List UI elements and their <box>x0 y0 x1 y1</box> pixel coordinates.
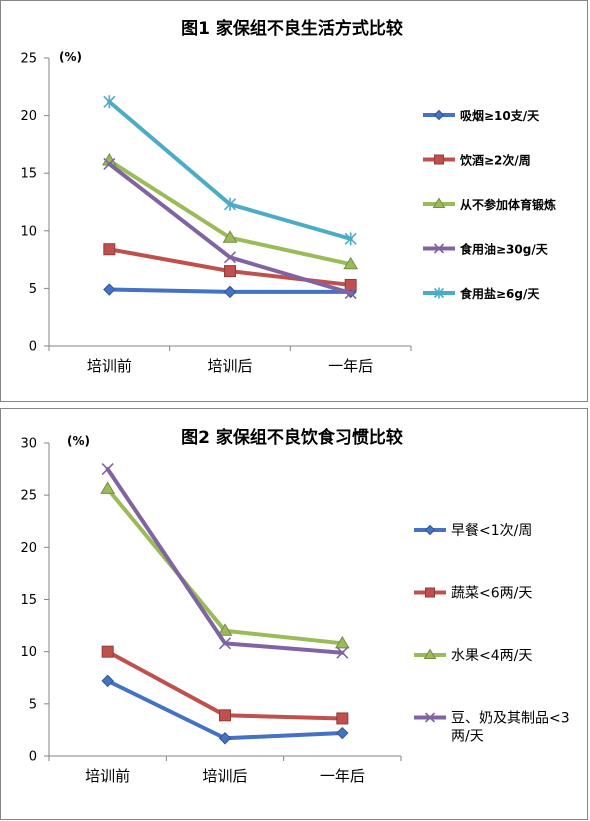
x-tick-label: 一年后 <box>328 357 373 375</box>
data-point <box>344 286 357 300</box>
x-tick-label: 培训后 <box>207 357 252 375</box>
data-point <box>103 243 116 256</box>
y-tick-label: 15 <box>20 593 37 608</box>
data-point <box>336 726 349 740</box>
y-tick-label: 10 <box>20 645 37 660</box>
y-axis-unit: (%) <box>67 434 90 448</box>
y-tick-label: 30 <box>20 437 37 452</box>
legend-label: 吸烟≥10支/天 <box>460 108 540 123</box>
data-point <box>223 285 237 299</box>
x-tick-label: 一年后 <box>320 767 365 785</box>
data-point <box>223 197 237 211</box>
y-axis-unit: (%) <box>59 50 82 64</box>
legend-marker <box>434 154 444 165</box>
data-point <box>218 637 232 650</box>
legend-label: 早餐<1次/周 <box>451 523 532 539</box>
data-point <box>103 157 116 171</box>
y-tick-label: 5 <box>29 282 37 297</box>
y-tick-label: 0 <box>29 750 37 765</box>
data-point <box>219 709 231 722</box>
lifestyle-chart: 图1 家保组不良生活方式比较 (%) 0 5 10 15 20 25 培训前 培训后 一年后 吸烟≥1… <box>20 18 556 375</box>
y-tick-label: 0 <box>29 340 37 355</box>
legend-label: 食用盐≥6g/天 <box>459 286 540 301</box>
data-point <box>223 251 237 264</box>
chart-title: 图2 家保组不良饮食习惯比较 <box>181 427 403 448</box>
data-point <box>334 635 350 649</box>
legend-marker <box>424 712 436 723</box>
y-tick-label: 5 <box>29 697 37 712</box>
data-point <box>101 463 114 476</box>
chart-title: 图1 家保组不良生活方式比较 <box>181 18 403 39</box>
y-tick-label: 10 <box>20 224 37 239</box>
data-point <box>101 645 114 658</box>
legend-label: 豆、奶及其制品<3 两/天 <box>451 711 570 745</box>
data-point <box>343 256 359 270</box>
data-point <box>100 481 116 494</box>
data-point <box>336 712 349 725</box>
data-point <box>224 265 236 278</box>
legend-label: 水果<4两/天 <box>451 648 532 664</box>
data-point <box>103 95 116 109</box>
y-tick-label: 25 <box>20 489 37 504</box>
data-point <box>222 230 238 243</box>
legend-marker <box>425 587 435 598</box>
data-point <box>217 623 233 636</box>
series-line <box>107 99 353 241</box>
data-point <box>344 278 357 291</box>
x-tick-label: 培训前 <box>87 357 132 375</box>
chart-panel-2: 图2 家保组不良饮食习惯比较 (%) 0 5 10 15 20 25 30 培训前 培训后 一年后 早餐… <box>0 408 588 820</box>
chart-panel-1: 图1 家保组不良生活方式比较 (%) 0 5 10 15 20 25 培训前 培训后 一年后 吸烟≥1… <box>0 0 588 402</box>
y-tick-label: 25 <box>20 52 37 67</box>
legend-marker <box>423 648 437 659</box>
data-point <box>336 646 349 659</box>
series-line <box>107 158 353 267</box>
diet-chart: 图2 家保组不良饮食习惯比较 (%) 0 5 10 15 20 25 30 培训前 培训后 一年后 早餐… <box>20 427 570 785</box>
legend-marker <box>433 287 445 299</box>
legend-label: 蔬菜<6两/天 <box>451 586 532 602</box>
x-tick-label: 培训前 <box>85 767 130 785</box>
legend-marker <box>433 109 445 121</box>
x-tick-label: 培训后 <box>202 767 247 785</box>
legend-label: 食用油≥30g/天 <box>459 242 549 257</box>
series-line <box>105 486 345 646</box>
legend-marker <box>424 524 436 536</box>
legend-label: 从不参加体育锻炼 <box>460 197 556 212</box>
data-point <box>103 283 116 296</box>
y-tick-label: 15 <box>20 167 37 182</box>
data-point <box>218 732 232 745</box>
legend-marker <box>432 197 446 208</box>
legend-marker <box>433 243 445 254</box>
y-tick-label: 20 <box>20 541 37 556</box>
y-tick-label: 20 <box>20 109 37 124</box>
data-point <box>344 232 357 246</box>
series-line <box>105 649 345 721</box>
data-point <box>101 674 114 688</box>
legend-label: 饮酒≥2次/周 <box>459 153 531 168</box>
